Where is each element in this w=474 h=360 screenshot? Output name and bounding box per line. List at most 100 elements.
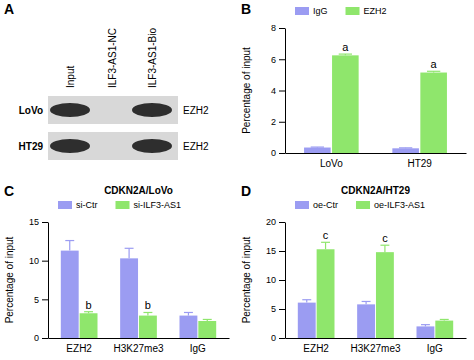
- bar: [80, 313, 98, 338]
- legend: si-Ctrsi-ILF3-AS1: [58, 200, 181, 210]
- error-cap: [84, 311, 93, 312]
- plot-area: bb051015EZH2H3K27me3IgG: [29, 217, 230, 354]
- x-axis: EZH2 H3K27me3 IgG: [49, 338, 230, 354]
- legend-swatch: [116, 201, 130, 209]
- legend-swatch: [346, 7, 360, 15]
- y-axis-title: Percentage of input: [4, 236, 15, 323]
- y-axis: 0 5 10 15: [29, 217, 49, 343]
- bar: [332, 55, 359, 153]
- y-axis-title: Percentage of input: [241, 47, 252, 134]
- x-tick: IgG: [190, 338, 206, 354]
- error-bar: [339, 54, 352, 55]
- legend: IgGEZH2: [295, 6, 387, 16]
- x-tick: EZH2: [66, 338, 92, 354]
- axis-line: [285, 223, 286, 339]
- bar: [416, 326, 434, 338]
- tick-label: H3K27me3: [350, 343, 400, 354]
- error-cap: [65, 240, 74, 241]
- error-bar: [399, 147, 412, 148]
- axis-line: [285, 29, 286, 154]
- error-bar: [362, 301, 371, 304]
- significance-label: c: [323, 229, 329, 241]
- lane-label: Input: [65, 66, 76, 88]
- error-cap: [203, 319, 212, 320]
- error-cap: [302, 299, 311, 300]
- legend-label: IgG: [313, 6, 328, 16]
- legend-label: oe-Ctr: [313, 200, 338, 210]
- tick-mark: [279, 280, 285, 281]
- tick-label: LoVo: [320, 158, 343, 169]
- tick-label: 8: [271, 23, 276, 33]
- bar: [376, 252, 394, 338]
- tick-mark: [279, 338, 285, 339]
- error-bar: [84, 312, 93, 314]
- y-tick: 5: [34, 295, 48, 305]
- tick-label: 15: [266, 246, 276, 256]
- y-tick: 6: [271, 55, 285, 65]
- panel-label: C: [4, 183, 14, 199]
- legend-label: oe-ILF3-AS1: [374, 200, 425, 210]
- tick-label: 15: [29, 217, 39, 227]
- y-tick: 0: [271, 333, 285, 343]
- significance-label: b: [145, 299, 151, 311]
- y-tick: 0: [271, 148, 285, 158]
- tick-label: HT29: [407, 158, 432, 169]
- tick-label: 2: [271, 117, 276, 127]
- error-bar: [184, 312, 193, 315]
- error-bar: [321, 242, 330, 249]
- tick-mark: [42, 299, 48, 300]
- significance-label: a: [342, 41, 349, 53]
- y-axis-title: Percentage of input: [241, 236, 252, 323]
- bar: [435, 321, 453, 338]
- legend-swatch: [295, 201, 309, 209]
- tick-mark: [279, 153, 285, 154]
- bar: [304, 148, 331, 153]
- y-tick: 0: [34, 333, 48, 343]
- y-tick: 8: [271, 23, 285, 33]
- error-bar: [380, 245, 389, 252]
- figure: AInputILF3-AS1-NCILF3-AS1-BioLoVoEZH2HT2…: [0, 0, 474, 360]
- y-axis: 05101520: [266, 217, 286, 343]
- y-tick: 15: [266, 246, 285, 256]
- bar: [298, 303, 316, 338]
- bar: [357, 304, 375, 338]
- panel-label: A: [4, 1, 14, 17]
- bar: [179, 316, 197, 338]
- chart-panel: CCDKN2A/LoVosi-Ctrsi-ILF3-AS1bb051015EZH…: [4, 183, 230, 354]
- error-cap: [421, 324, 430, 325]
- error-cap: [427, 71, 440, 72]
- tick-mark: [42, 222, 48, 223]
- tick-label: 0: [34, 333, 39, 343]
- error-bar: [421, 325, 430, 327]
- legend-swatch: [356, 201, 370, 209]
- bar: [198, 321, 216, 338]
- error-cap: [184, 312, 193, 313]
- tick-mark: [279, 309, 285, 310]
- error-stem: [69, 241, 70, 251]
- annotations: aa: [342, 41, 437, 70]
- error-cap: [440, 319, 449, 320]
- error-cap: [143, 312, 152, 313]
- axis-line: [286, 153, 467, 154]
- plot-area: cc05101520EZH2H3K27me3IgG: [266, 217, 467, 354]
- tick-label: 4: [271, 86, 276, 96]
- tick-label: IgG: [190, 343, 206, 354]
- y-tick: 4: [271, 86, 285, 96]
- y-tick: 2: [271, 117, 285, 127]
- chart-title: CDKN2A/HT29: [341, 185, 410, 196]
- legend-swatch: [295, 7, 309, 15]
- tick-mark: [279, 28, 285, 29]
- tick-label: H3K27me3: [113, 343, 163, 354]
- y-tick: 10: [29, 256, 48, 266]
- lane-label: ILF3-AS1-Bio: [147, 28, 158, 88]
- error-bar: [427, 71, 440, 72]
- error-bar: [440, 319, 449, 320]
- protein-label: EZH2: [183, 105, 209, 116]
- tick-label: 5: [271, 304, 276, 314]
- marks: [298, 242, 453, 338]
- tick-label: 10: [29, 256, 39, 266]
- bar: [420, 73, 447, 153]
- tick-label: 0: [271, 333, 276, 343]
- x-tick: LoVo: [320, 153, 343, 169]
- annotations: cc: [323, 229, 388, 244]
